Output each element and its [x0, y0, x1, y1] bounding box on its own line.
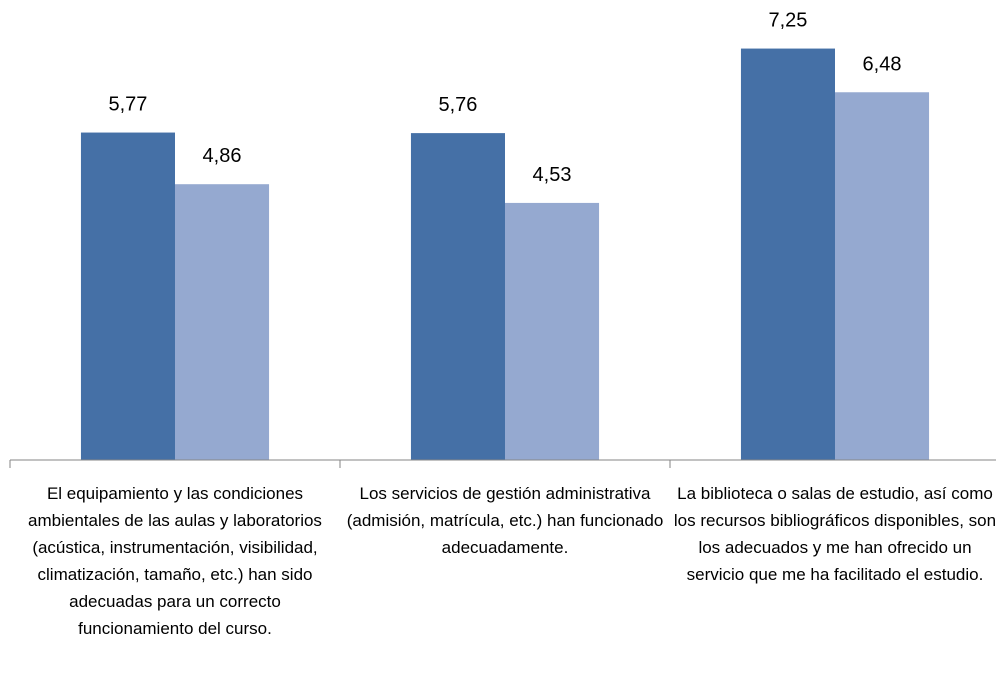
x-tick-label: Los servicios de gestión administrativa …	[346, 484, 664, 557]
bar	[175, 184, 270, 460]
value-label: 5,76	[439, 94, 478, 116]
bar	[505, 202, 600, 461]
value-label: 4,86	[203, 145, 242, 167]
bar	[410, 133, 505, 460]
x-tick-label: El equipamiento y las condiciones ambien…	[28, 484, 322, 638]
value-label: 4,53	[533, 164, 572, 186]
bar	[740, 48, 835, 460]
bar	[80, 132, 175, 461]
value-label: 6,48	[863, 53, 902, 75]
bar	[835, 92, 930, 460]
value-label: 7,25	[769, 10, 808, 32]
x-tick-label: La biblioteca o salas de estudio, así co…	[673, 484, 996, 584]
value-label: 5,77	[109, 94, 148, 116]
